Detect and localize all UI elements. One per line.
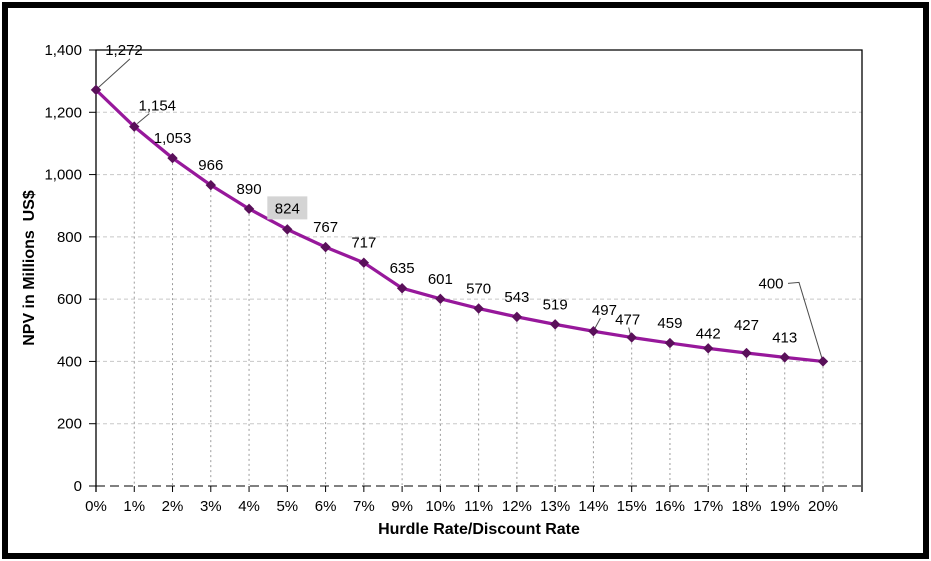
x-tick-label: 11%: [464, 498, 493, 515]
data-point-marker[interactable]: [396, 283, 408, 294]
data-label[interactable]: 601: [428, 271, 453, 288]
data-label[interactable]: 966: [198, 157, 223, 174]
data-point-marker[interactable]: [741, 347, 752, 359]
x-tick-label: 3%: [200, 498, 222, 515]
data-label[interactable]: 635: [390, 260, 415, 277]
y-tick-label: 800: [57, 229, 82, 246]
data-label[interactable]: 1,154: [138, 98, 176, 115]
y-tick-label: 1,000: [44, 167, 82, 184]
x-tick-label: 14%: [578, 498, 608, 515]
x-axis-title: Hurdle Rate/Discount Rate: [378, 521, 580, 538]
y-tick-label: 1,400: [44, 42, 82, 59]
x-tick-label: 2%: [162, 498, 184, 515]
data-label[interactable]: 442: [696, 325, 721, 342]
data-point-marker[interactable]: [817, 356, 829, 367]
y-axis-title: NPV in Millions US$: [21, 190, 38, 346]
data-label[interactable]: 519: [543, 296, 568, 313]
npv-series-line[interactable]: [94, 88, 825, 364]
data-point-marker[interactable]: [90, 84, 102, 96]
plot-border: [95, 49, 863, 492]
data-point-marker[interactable]: [167, 152, 178, 164]
data-label[interactable]: 400: [758, 275, 783, 292]
data-point-marker[interactable]: [626, 332, 637, 343]
x-tick-label: 15%: [617, 498, 647, 515]
y-tick-label: 400: [57, 353, 82, 370]
x-tick-label: 12%: [502, 498, 532, 515]
y-tick-label: 1,200: [44, 104, 82, 121]
data-label-highlight: [267, 196, 308, 220]
data-point-marker[interactable]: [473, 303, 484, 314]
data-label[interactable]: 427: [734, 317, 759, 334]
data-point-marker[interactable]: [511, 311, 523, 323]
label-leader-line: [787, 281, 823, 359]
y-tick-label: 200: [57, 416, 82, 433]
data-label[interactable]: 717: [351, 235, 376, 252]
data-label[interactable]: 767: [313, 219, 338, 236]
x-tick-label: 1%: [123, 498, 145, 515]
x-tick-label: 18%: [731, 498, 761, 515]
data-label[interactable]: 413: [772, 329, 797, 346]
data-label[interactable]: 1,272: [105, 42, 143, 59]
data-point-marker[interactable]: [779, 352, 790, 363]
x-tick-label: 16%: [655, 498, 685, 515]
label-leader-line: [136, 113, 150, 124]
x-tick-label: 6%: [315, 498, 337, 515]
label-leader-line: [593, 317, 601, 330]
x-tick-label: 5%: [276, 498, 298, 515]
x-tick-label: 17%: [693, 498, 723, 515]
data-label[interactable]: 459: [657, 315, 682, 332]
x-tick-label: 9%: [391, 498, 413, 515]
data-point-marker[interactable]: [320, 241, 331, 253]
label-leader-line: [97, 58, 131, 89]
data-point-marker[interactable]: [205, 179, 216, 191]
data-point-marker[interactable]: [282, 224, 293, 235]
data-point-marker[interactable]: [243, 203, 255, 215]
data-point-marker[interactable]: [588, 326, 599, 337]
data-point-marker[interactable]: [549, 319, 561, 330]
data-label[interactable]: 570: [466, 280, 491, 297]
x-tick-label: 7%: [353, 498, 375, 515]
data-point-marker[interactable]: [703, 343, 714, 354]
data-point-marker[interactable]: [358, 257, 370, 268]
y-tick-label: 0: [74, 478, 82, 495]
data-label[interactable]: 477: [615, 311, 640, 328]
data-point-marker[interactable]: [435, 293, 446, 305]
data-label[interactable]: 497: [592, 302, 617, 319]
x-tick-label: 19%: [770, 498, 800, 515]
x-tick-label: 10%: [425, 498, 455, 515]
data-label[interactable]: 890: [237, 181, 262, 198]
data-label[interactable]: 543: [504, 289, 529, 306]
data-label[interactable]: 824: [275, 200, 300, 217]
x-tick-label: 4%: [238, 498, 260, 515]
data-label[interactable]: 1,053: [154, 130, 192, 147]
data-point-marker[interactable]: [129, 121, 140, 132]
y-tick-label: 600: [57, 291, 82, 308]
x-tick-label: 13%: [540, 498, 570, 515]
data-point-marker[interactable]: [664, 337, 676, 349]
x-tick-label: 0%: [85, 498, 107, 515]
x-tick-label: 20%: [808, 498, 838, 515]
